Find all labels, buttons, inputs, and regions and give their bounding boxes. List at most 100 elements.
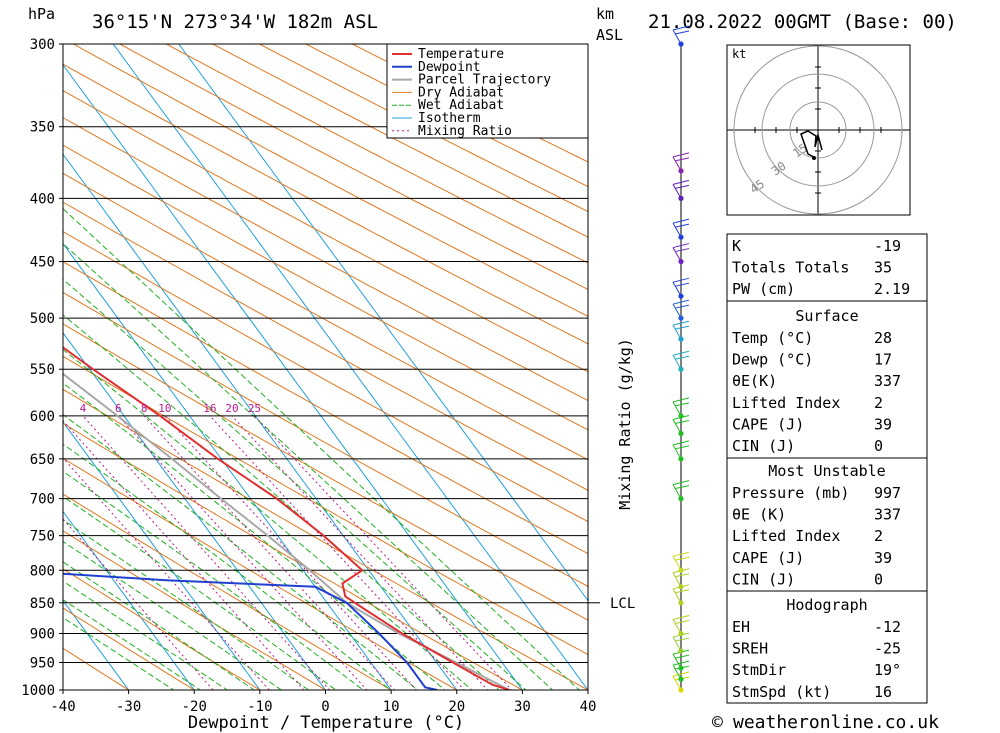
- isotherm-line: [63, 242, 392, 690]
- temperature-tick-label: 0: [321, 699, 329, 715]
- pressure-tick-label: 600: [30, 409, 55, 425]
- wind-barb-staff: [672, 303, 682, 319]
- temperature-tick-label: -20: [182, 699, 207, 715]
- index-label: Dewp (°C): [732, 351, 813, 369]
- wind-barb: [672, 320, 690, 340]
- wind-barb-flag: [674, 184, 690, 189]
- hodograph-ring: [789, 101, 847, 159]
- dry-adiabat-line: [63, 607, 196, 690]
- wet-adiabat-line: [63, 519, 310, 690]
- wind-barb-flag: [674, 573, 690, 578]
- pressure-tick-label: 900: [30, 626, 55, 642]
- index-value: 2: [874, 527, 883, 545]
- wind-barb: [672, 218, 690, 238]
- wind-barb-flag: [672, 299, 690, 305]
- wind-barb: [672, 179, 690, 199]
- pressure-tick-label: 450: [30, 255, 55, 271]
- index-value: 337: [874, 372, 901, 390]
- storm-motion-dot: [812, 156, 816, 160]
- index-label: θE(K): [732, 372, 777, 390]
- wind-level-dot: [678, 676, 684, 682]
- wind-barb-flag: [674, 485, 690, 490]
- wind-barb-flag: [674, 445, 690, 450]
- index-value: 28: [874, 329, 892, 347]
- wind-barb-flag: [672, 551, 690, 557]
- index-label: EH: [732, 618, 750, 636]
- wind-barb-flag: [674, 355, 690, 360]
- footer-site[interactable]: weatheronline.co.uk: [733, 712, 939, 733]
- wind-barb: [672, 299, 690, 319]
- index-value: 0: [874, 570, 883, 588]
- wet-adiabat-line: [63, 443, 392, 690]
- wind-barb-flag: [674, 589, 690, 594]
- index-label: CIN (J): [732, 570, 795, 588]
- isotherm-line: [63, 64, 523, 690]
- dry-adiabat-line: [63, 201, 588, 491]
- index-label: SREH: [732, 640, 768, 658]
- dry-adiabat-line: [63, 355, 588, 656]
- wind-barb-staff: [672, 354, 682, 370]
- wind-barb-flag: [672, 152, 690, 158]
- wind-barb: [672, 243, 690, 262]
- index-section-title: Hodograph: [786, 596, 867, 614]
- index-section-title: Most Unstable: [768, 462, 885, 480]
- wind-barb-flag: [672, 277, 690, 283]
- wind-barb-staff: [672, 222, 682, 238]
- index-label: PW (cm): [732, 280, 795, 298]
- wind-barb-staff: [672, 444, 682, 460]
- dry-adiabat-line: [63, 457, 458, 690]
- wind-barb-flag: [672, 397, 690, 403]
- wind-barb-flag: [674, 420, 690, 424]
- dry-adiabat-line: [63, 231, 588, 523]
- pressure-tick-label: 350: [30, 120, 55, 136]
- wind-barb-flag: [674, 157, 690, 162]
- lcl-label: LCL: [610, 596, 635, 612]
- wet-adiabat-line: [63, 208, 580, 690]
- legend-label: Dry Adiabat: [418, 85, 504, 100]
- index-value: -25: [874, 640, 901, 658]
- wet-adiabat-line: [63, 616, 175, 690]
- dry-adiabat-line: [63, 172, 588, 461]
- wind-barb-staff: [672, 419, 682, 434]
- wind-barb: [672, 480, 690, 499]
- wind-barb: [672, 152, 690, 172]
- wind-barb-flag: [674, 325, 690, 330]
- dewpoint-line: [63, 572, 438, 690]
- legend-label: Temperature: [418, 47, 504, 62]
- wind-barb-staff: [672, 401, 682, 417]
- dry-adiabat-line: [211, 44, 588, 238]
- index-label: K: [732, 237, 741, 255]
- index-label: CAPE (J): [732, 415, 804, 433]
- dry-adiabat-line: [63, 144, 588, 431]
- index-value: 17: [874, 351, 892, 369]
- hodograph-ring-label: 45: [747, 177, 767, 197]
- pressure-tick-label: 400: [30, 191, 55, 207]
- wind-barb-flag: [674, 619, 690, 624]
- hodograph-ring: [733, 45, 903, 215]
- dry-adiabat-line: [118, 44, 588, 290]
- temperature-tick-label: 40: [580, 699, 597, 715]
- wind-barb-flag: [674, 223, 690, 228]
- wind-barb-flag: [674, 304, 690, 309]
- wind-barb-staff: [672, 572, 682, 588]
- index-value: -12: [874, 618, 901, 636]
- wind-barb-flag: [674, 30, 690, 35]
- index-label: Pressure (mb): [732, 484, 849, 502]
- mixing-ratio-label: 2: [23, 402, 30, 415]
- index-value: 0: [874, 437, 883, 455]
- wind-barb: [672, 440, 690, 460]
- legend-label: Parcel Trajectory: [418, 73, 551, 88]
- wind-barb-flag: [672, 25, 690, 31]
- dry-adiabat-line: [63, 90, 588, 373]
- pressure-tick-label: 950: [30, 655, 55, 671]
- mixing-ratio-label: 16: [203, 402, 216, 415]
- wind-barb-staff: [672, 29, 682, 45]
- location-title: 36°15'N 273°34'W 182m ASL: [92, 11, 378, 33]
- wind-barb-flag: [674, 282, 690, 287]
- wind-level-dot: [678, 648, 684, 654]
- pressure-tick-label: 500: [30, 311, 55, 327]
- wind-barb-flag: [674, 248, 690, 253]
- isotherm-line: [0, 7, 17, 716]
